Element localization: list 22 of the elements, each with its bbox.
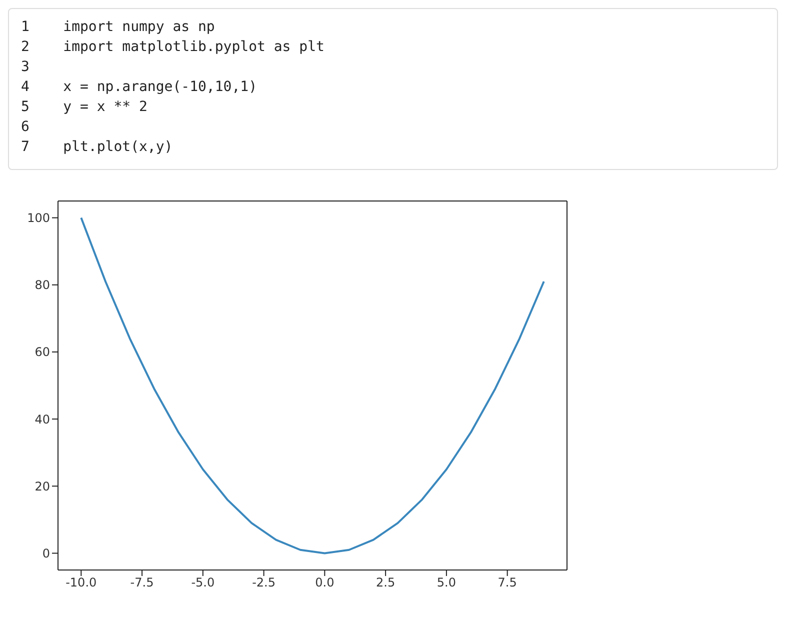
text: 2 import matplotlib.pyplot as plt — [21, 39, 326, 57]
y-tick-label: 20 — [34, 479, 50, 494]
x-tick-label: -10.0 — [66, 576, 97, 590]
x-tick-label: 2.5 — [376, 576, 396, 590]
text: 3 — [21, 59, 30, 77]
text: 6 — [21, 119, 30, 137]
text: 1 import numpy as np — [21, 19, 216, 37]
y-tick-label: 100 — [27, 211, 50, 226]
line-series — [80, 216, 545, 554]
x-tick-label: -2.5 — [252, 576, 276, 590]
x-tick-label: 0.0 — [315, 576, 334, 590]
text: 7 plt.plot(x,y) — [21, 139, 174, 157]
y-tick-label: 0 — [42, 546, 50, 560]
x-tick-label: 5.0 — [436, 576, 456, 590]
y-tick-label: 60 — [34, 345, 50, 360]
y-tick-label: 40 — [34, 412, 50, 426]
x-tick-label: -5.0 — [191, 576, 215, 590]
x-tick-label: -7.5 — [130, 576, 154, 590]
y-tick-label: 80 — [34, 278, 50, 292]
x-tick-label: 7.5 — [498, 576, 517, 590]
text: 4 x = np.arange(-10,10,1) — [21, 79, 258, 97]
text: 5 y = x ** 2 — [21, 99, 148, 117]
